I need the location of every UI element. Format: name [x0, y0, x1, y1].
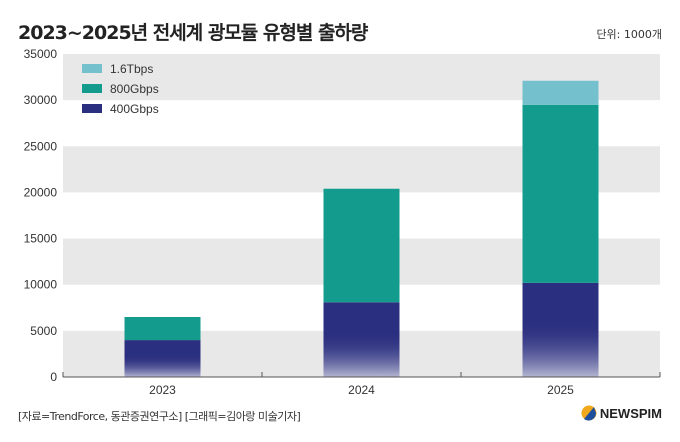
bar-gradient-overlay — [124, 354, 201, 377]
bar-chart: 0 5000 10000 15000 20000 25000 30000 35000 2023 2… — [24, 47, 661, 397]
logo-text: NEWSPIM — [599, 405, 662, 421]
bar-800gbps-2023 — [124, 317, 201, 341]
x-tick-label: 2023 — [149, 383, 176, 397]
legend-label: 800Gbps — [110, 82, 159, 96]
y-tick-label: 0 — [50, 370, 57, 384]
legend-swatch-1.6tbps — [82, 64, 102, 73]
y-tick-label: 5000 — [30, 324, 57, 338]
chart-title: 2023~2025년 전세계 광모듈 유형별 출하량 — [18, 22, 368, 44]
source-credit: [자료=TrendForce, 동관증권연구소] [그래픽=김아랑 미술기자] — [18, 410, 301, 423]
bar-gradient-overlay — [323, 332, 400, 377]
y-tick-label: 20000 — [24, 185, 58, 199]
y-tick-label: 30000 — [24, 93, 58, 107]
legend-label: 400Gbps — [110, 102, 159, 116]
legend-label: 1.6Tbps — [110, 62, 153, 76]
y-tick-label: 35000 — [24, 47, 58, 61]
logo-icon — [581, 405, 597, 421]
bar-gradient-overlay — [522, 320, 599, 377]
y-tick-label: 10000 — [24, 278, 58, 292]
x-tick-label: 2025 — [547, 383, 574, 397]
newspim-logo: NEWSPIM — [581, 405, 662, 421]
y-tick-label: 15000 — [24, 232, 58, 246]
legend-swatch-400gbps — [82, 104, 102, 113]
unit-label: 단위: 1000개 — [596, 28, 662, 41]
bar-1.6tbps-2025 — [522, 80, 599, 105]
x-tick-label: 2024 — [348, 383, 375, 397]
legend-swatch-800gbps — [82, 84, 102, 93]
bar-800gbps-2025 — [522, 104, 599, 283]
y-tick-label: 25000 — [24, 139, 58, 153]
bar-800gbps-2024 — [323, 188, 400, 303]
